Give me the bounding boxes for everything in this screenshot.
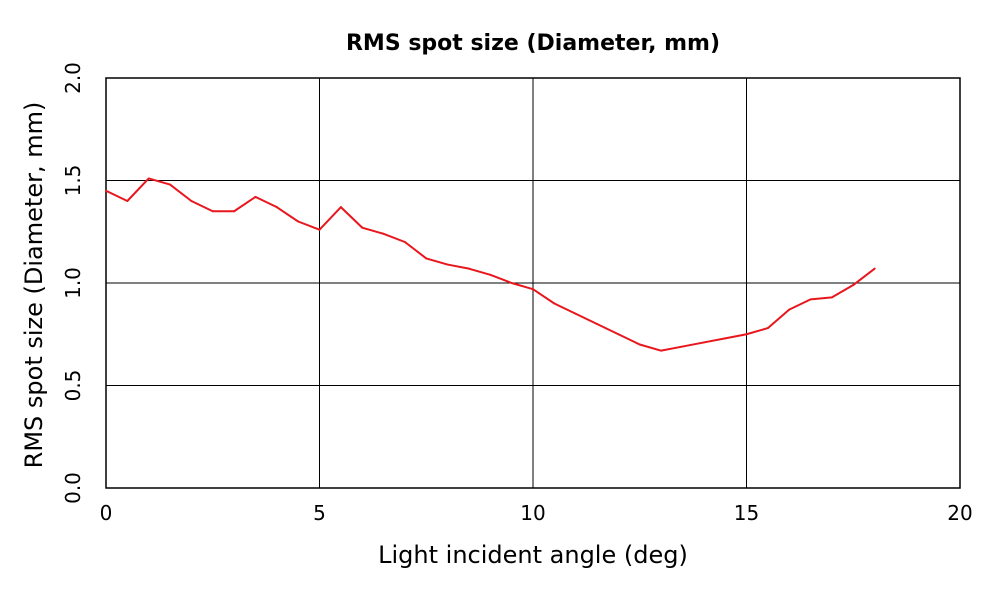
data-point bbox=[788, 308, 791, 311]
data-point bbox=[361, 226, 364, 229]
x-axis-label: Light incident angle (deg) bbox=[378, 541, 688, 569]
data-point bbox=[489, 273, 492, 276]
data-point bbox=[382, 232, 385, 235]
data-point bbox=[339, 206, 342, 209]
data-point bbox=[147, 177, 150, 180]
y-tick-label: 1.5 bbox=[61, 165, 85, 197]
y-tick-label: 2.0 bbox=[61, 62, 85, 94]
data-point bbox=[318, 228, 321, 231]
data-point bbox=[830, 296, 833, 299]
data-point bbox=[275, 206, 278, 209]
data-point bbox=[297, 220, 300, 223]
data-point bbox=[660, 349, 663, 352]
grid bbox=[106, 78, 960, 488]
x-tick-label: 5 bbox=[313, 501, 326, 525]
data-point bbox=[617, 333, 620, 336]
data-point bbox=[702, 341, 705, 344]
data-point bbox=[724, 337, 727, 340]
data-point bbox=[510, 282, 513, 284]
x-tick-label: 0 bbox=[100, 501, 113, 525]
data-point bbox=[873, 267, 876, 270]
data-point bbox=[211, 210, 214, 213]
data-point bbox=[809, 298, 812, 301]
y-tick-label: 0.5 bbox=[61, 370, 85, 402]
x-tick-label: 20 bbox=[947, 501, 972, 525]
x-tick-label: 10 bbox=[520, 501, 545, 525]
data-point bbox=[532, 288, 534, 291]
data-point bbox=[105, 189, 107, 192]
data-point bbox=[638, 343, 641, 346]
series-layer bbox=[105, 177, 876, 352]
data-point bbox=[745, 333, 748, 336]
y-tick-labels: 0.0 0.5 1.0 1.5 2.0 bbox=[61, 62, 85, 504]
chart-title: RMS spot size (Diameter, mm) bbox=[346, 31, 720, 56]
data-point bbox=[169, 183, 172, 186]
y-axis-label: RMS spot size (Diameter, mm) bbox=[20, 102, 48, 469]
x-tick-labels: 0 5 10 15 20 bbox=[100, 501, 973, 525]
x-tick-label: 15 bbox=[734, 501, 759, 525]
data-point bbox=[596, 323, 599, 325]
data-point bbox=[403, 241, 406, 243]
data-point bbox=[553, 302, 556, 305]
plot-frame bbox=[105, 77, 961, 489]
data-point bbox=[574, 312, 577, 315]
data-point bbox=[681, 345, 684, 348]
y-tick-label: 1.0 bbox=[61, 267, 85, 299]
data-point bbox=[766, 327, 769, 330]
data-point bbox=[446, 263, 449, 266]
y-tick-label: 0.0 bbox=[61, 472, 85, 504]
data-point bbox=[190, 200, 193, 202]
data-point bbox=[467, 267, 470, 270]
data-point bbox=[254, 195, 257, 198]
data-point bbox=[126, 200, 129, 202]
data-point bbox=[852, 284, 855, 287]
data-point bbox=[233, 210, 236, 213]
series-line bbox=[105, 177, 876, 352]
data-point bbox=[425, 257, 428, 260]
